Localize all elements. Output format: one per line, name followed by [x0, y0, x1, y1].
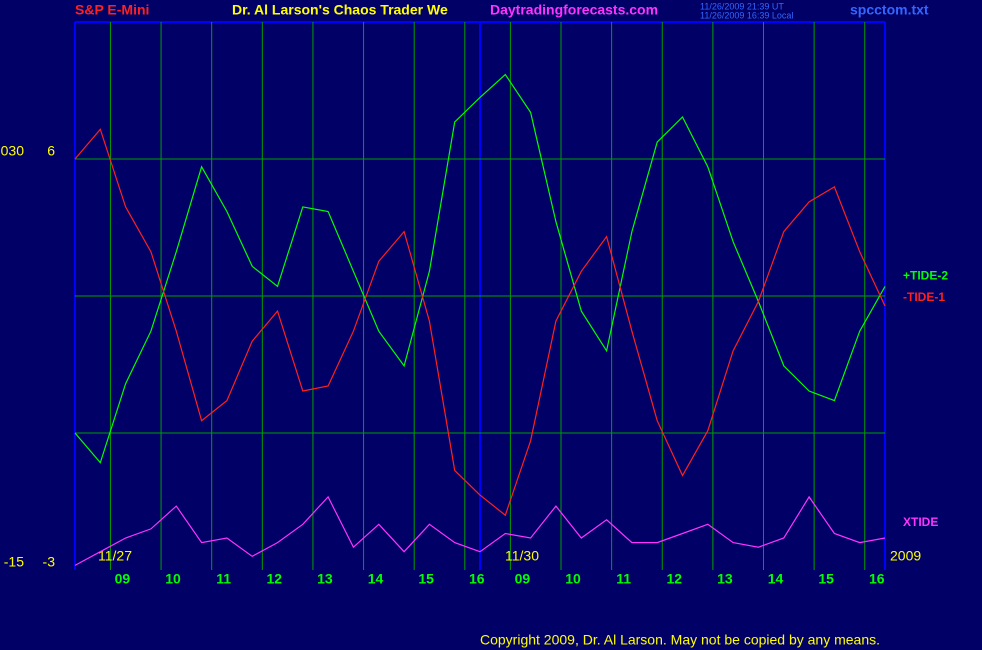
file-name: spcctom.txt: [850, 2, 929, 18]
copyright: Copyright 2009, Dr. Al Larson. May not b…: [480, 632, 880, 648]
date-label: 2009: [890, 548, 921, 564]
legend-label: +TIDE-2: [903, 269, 948, 283]
x-tick-label: 09: [115, 571, 131, 587]
legend-label: -TIDE-1: [903, 290, 945, 304]
x-tick-label: 09: [515, 571, 531, 587]
timestamp: 11/26/2009 21:39 UT: [700, 1, 784, 11]
x-tick-label: 16: [869, 571, 885, 587]
x-tick-label: 13: [717, 571, 733, 587]
site: Daytradingforecasts.com: [490, 2, 658, 18]
date-label: 11/27: [98, 548, 132, 564]
x-tick-label: 14: [768, 571, 784, 587]
date-label: 11/30: [505, 548, 539, 564]
y2-tick-label: 030: [1, 143, 25, 159]
x-tick-label: 11: [616, 571, 631, 587]
series-line: [74, 128, 886, 517]
timestamp: 11/26/2009 16:39 Local: [700, 10, 793, 20]
x-tick-label: 10: [565, 571, 581, 587]
x-tick-label: 14: [368, 571, 384, 587]
x-tick-label: 11: [216, 571, 231, 587]
series-line: [74, 495, 886, 566]
legend-label: XTIDE: [903, 515, 938, 529]
x-tick-label: 16: [469, 571, 485, 587]
chart-title: Dr. Al Larson's Chaos Trader We: [232, 2, 448, 18]
x-tick-label: 15: [818, 571, 834, 587]
x-tick-label: 12: [267, 571, 283, 587]
y2-tick-label: -15: [4, 554, 24, 570]
x-tick-label: 13: [317, 571, 333, 587]
x-tick-label: 15: [418, 571, 434, 587]
y-tick-label: -3: [43, 554, 56, 570]
series-line: [74, 73, 886, 464]
symbol: S&P E-Mini: [75, 2, 149, 18]
y-tick-label: 6: [47, 143, 55, 159]
x-tick-label: 12: [666, 571, 682, 587]
x-tick-label: 10: [165, 571, 181, 587]
